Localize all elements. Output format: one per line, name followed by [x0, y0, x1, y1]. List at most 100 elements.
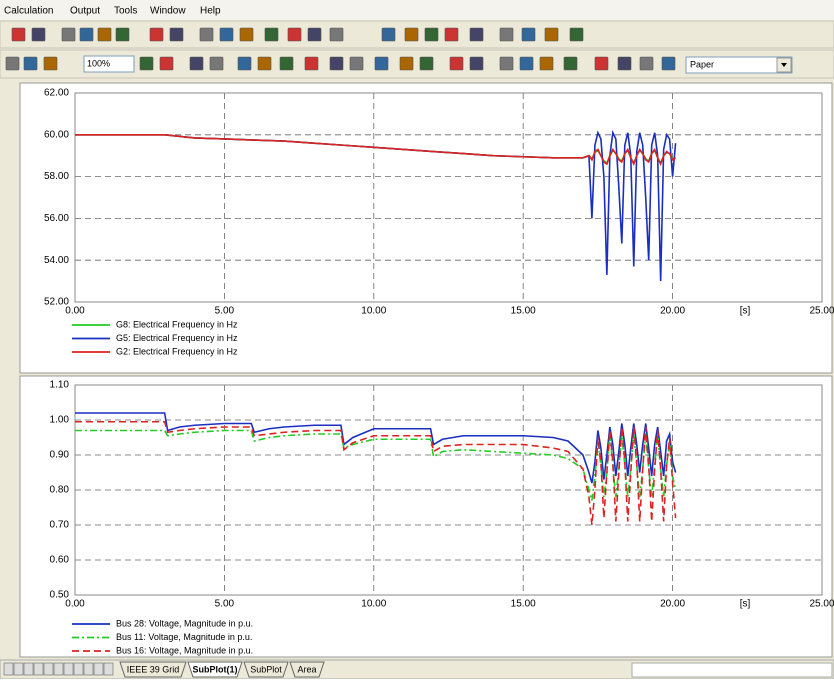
tab[interactable]: [119, 661, 187, 678]
scrollbar[interactable]: [631, 662, 833, 678]
toolbar-button[interactable]: [399, 56, 414, 71]
paper-text: Paper: [690, 59, 714, 69]
toolbar-button[interactable]: [11, 27, 26, 42]
y-tick-label: 0.80: [50, 485, 70, 496]
toolbar-button[interactable]: [639, 56, 654, 71]
nav-button[interactable]: [63, 662, 74, 676]
legend-label: Bus 11: Voltage, Magnitude in p.u.: [116, 632, 252, 642]
y-tick-label: 0.70: [50, 520, 70, 531]
toolbar-button[interactable]: [279, 56, 294, 71]
menu-item[interactable]: Output: [70, 6, 100, 17]
toolbar-button[interactable]: [594, 56, 609, 71]
y-tick-label: 62.00: [44, 88, 69, 99]
toolbar-button[interactable]: [419, 56, 434, 71]
toolbar-button[interactable]: [79, 27, 94, 42]
menu-bar: [0, 0, 834, 20]
toolbar-button[interactable]: [499, 56, 514, 71]
x-tick-label: 20.00: [660, 599, 685, 610]
y-tick-label: 52.00: [44, 297, 69, 308]
toolbar-button[interactable]: [23, 56, 38, 71]
nav-button[interactable]: [103, 662, 114, 676]
nav-button[interactable]: [93, 662, 104, 676]
nav-button[interactable]: [83, 662, 94, 676]
toolbar-button[interactable]: [159, 56, 174, 71]
toolbar-button[interactable]: [404, 27, 419, 42]
x-tick-label: 0.00: [65, 599, 85, 610]
tab[interactable]: [187, 661, 243, 678]
toolbar-button[interactable]: [307, 27, 322, 42]
nav-button[interactable]: [43, 662, 54, 676]
toolbar-button[interactable]: [519, 56, 534, 71]
menu-item[interactable]: Calculation: [4, 6, 53, 17]
plot-panel-1: [19, 82, 833, 374]
toolbar-button[interactable]: [97, 27, 112, 42]
y-tick-label: 0.50: [50, 590, 70, 601]
toolbar-button[interactable]: [569, 27, 584, 42]
legend-label: G5: Electrical Frequency in Hz: [116, 333, 238, 343]
toolbar-button[interactable]: [209, 56, 224, 71]
toolbar-button[interactable]: [199, 27, 214, 42]
toolbar-button[interactable]: [43, 56, 58, 71]
nav-button[interactable]: [13, 662, 24, 676]
toolbar-button[interactable]: [521, 27, 536, 42]
data-line: [75, 412, 677, 484]
toolbar-button[interactable]: [444, 27, 459, 42]
toolbar-button[interactable]: [374, 56, 389, 71]
toolbar-button[interactable]: [544, 27, 559, 42]
toolbar-button[interactable]: [31, 27, 46, 42]
menu-item[interactable]: Tools: [114, 6, 137, 17]
toolbar-button[interactable]: [304, 56, 319, 71]
x-tick-label: 15.00: [511, 306, 536, 317]
toolbar-button[interactable]: [237, 56, 252, 71]
tab-label: IEEE 39 Grid: [127, 664, 180, 674]
x-tick-label: 0.00: [65, 306, 85, 317]
toolbar-button[interactable]: [539, 56, 554, 71]
toolbar-button[interactable]: [499, 27, 514, 42]
toolbar-button[interactable]: [661, 56, 676, 71]
tab[interactable]: [289, 661, 325, 678]
nav-button[interactable]: [73, 662, 84, 676]
legend-label: G8: Electrical Frequency in Hz: [116, 319, 238, 329]
toolbar-button[interactable]: [239, 27, 254, 42]
toolbar-button[interactable]: [149, 27, 164, 42]
menu-item[interactable]: Window: [150, 6, 186, 17]
y-tick-label: 1.00: [50, 415, 70, 426]
y-tick-label: 58.00: [44, 171, 69, 182]
paper-box[interactable]: [685, 56, 793, 74]
toolbar-button[interactable]: [469, 27, 484, 42]
tab[interactable]: [243, 661, 289, 678]
toolbar-button[interactable]: [61, 27, 76, 42]
nav-button[interactable]: [53, 662, 64, 676]
plot-panel-2: [19, 375, 833, 658]
toolbar-button[interactable]: [381, 27, 396, 42]
toolbar-button[interactable]: [189, 56, 204, 71]
toolbar-button[interactable]: [139, 56, 154, 71]
x-tick-label: 15.00: [511, 599, 536, 610]
toolbar-button[interactable]: [469, 56, 484, 71]
toolbar-button[interactable]: [264, 27, 279, 42]
x-tick-label: 10.00: [361, 599, 386, 610]
toolbar-button[interactable]: [169, 27, 184, 42]
toolbar-button[interactable]: [287, 27, 302, 42]
nav-button[interactable]: [23, 662, 34, 676]
toolbar-button[interactable]: [563, 56, 578, 71]
toolbar-button[interactable]: [349, 56, 364, 71]
x-tick-label: 20.00: [660, 306, 685, 317]
nav-button[interactable]: [3, 662, 14, 676]
toolbar-button[interactable]: [329, 56, 344, 71]
x-axis-label: [s]: [740, 306, 751, 317]
zoom-box[interactable]: [83, 55, 135, 73]
menu-item[interactable]: Help: [200, 6, 221, 17]
y-tick-label: 1.10: [50, 380, 70, 391]
toolbar-button[interactable]: [617, 56, 632, 71]
toolbar-button[interactable]: [5, 56, 20, 71]
toolbar-button[interactable]: [219, 27, 234, 42]
toolbar-button[interactable]: [115, 27, 130, 42]
toolbar-button[interactable]: [329, 27, 344, 42]
toolbar-button[interactable]: [449, 56, 464, 71]
toolbar-button[interactable]: [424, 27, 439, 42]
nav-button[interactable]: [33, 662, 44, 676]
toolbar-button[interactable]: [257, 56, 272, 71]
